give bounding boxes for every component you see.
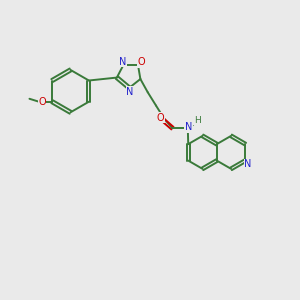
Text: O: O bbox=[38, 97, 46, 107]
Text: N: N bbox=[126, 87, 134, 97]
Text: H: H bbox=[194, 116, 201, 125]
Text: N: N bbox=[119, 57, 126, 67]
Text: N: N bbox=[185, 122, 192, 132]
Text: O: O bbox=[137, 57, 145, 67]
Text: N: N bbox=[244, 159, 251, 169]
Text: O: O bbox=[157, 113, 164, 123]
